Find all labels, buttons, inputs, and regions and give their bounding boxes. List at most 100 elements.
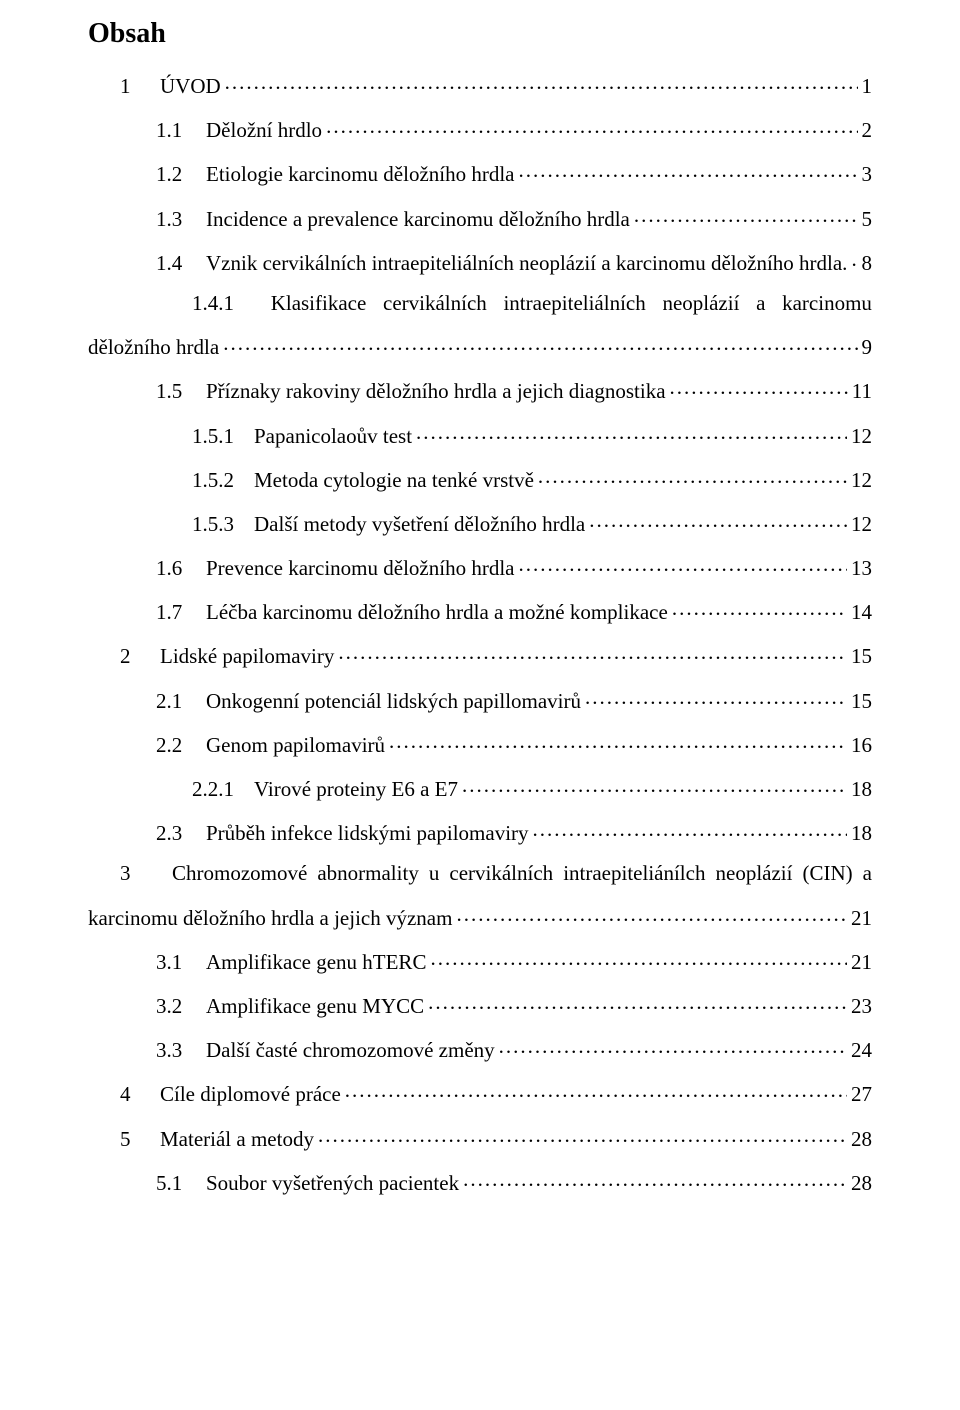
- toc-leader-dots: [456, 904, 847, 925]
- toc-label: Příznaky rakoviny děložního hrdla a jeji…: [206, 381, 666, 402]
- toc-number: 1.5.3: [192, 514, 254, 535]
- toc-label: Vznik cervikálních intraepiteliálních ne…: [206, 253, 847, 274]
- toc-leader-dots: [851, 249, 857, 270]
- toc-label: Metoda cytologie na tenké vrstvě: [254, 470, 534, 491]
- toc-page-number: 18: [851, 823, 872, 844]
- toc-page-number: 13: [851, 558, 872, 579]
- toc-number: 2.1: [156, 691, 206, 712]
- toc-entry: 2.3Průběh infekce lidskými papilomaviry 1…: [88, 819, 872, 844]
- toc-entry: 1.4Vznik cervikálních intraepiteliálních…: [88, 249, 872, 274]
- toc-number: 2.3: [156, 823, 206, 844]
- toc-number: 5: [120, 1129, 160, 1150]
- toc-number: 2: [120, 646, 160, 667]
- toc-title: Obsah: [88, 20, 872, 48]
- toc-label: Amplifikace genu hTERC: [206, 952, 426, 973]
- toc-number: 1.4: [156, 253, 206, 274]
- toc-entry: 3Chromozomové abnormality u cervikálních…: [88, 863, 872, 928]
- toc-page-number: 24: [851, 1040, 872, 1061]
- toc-label: karcinomu děložního hrdla a jejich význa…: [88, 908, 452, 929]
- toc-leader-dots: [416, 422, 847, 443]
- toc-entry: 1.6Prevence karcinomu děložního hrdla 13: [88, 554, 872, 579]
- toc-leader-dots: [499, 1036, 847, 1057]
- toc-page-number: 18: [851, 779, 872, 800]
- toc-entry: 2.2.1Virové proteiny E6 a E718: [88, 775, 872, 800]
- toc-label: Cíle diplomové práce: [160, 1084, 341, 1105]
- toc-leader-dots: [428, 992, 847, 1013]
- toc-label: Onkogenní potenciál lidských papillomavi…: [206, 691, 581, 712]
- toc-label: Soubor vyšetřených pacientek: [206, 1173, 459, 1194]
- toc-number: 1.6: [156, 558, 206, 579]
- toc-number: 1.7: [156, 602, 206, 623]
- toc-page-number: 15: [851, 646, 872, 667]
- toc-number: 1.5.2: [192, 470, 254, 491]
- toc-entry: 1.3Incidence a prevalence karcinomu dělo…: [88, 205, 872, 230]
- toc-page-number: 5: [862, 209, 873, 230]
- toc-label: Léčba karcinomu děložního hrdla a možné …: [206, 602, 668, 623]
- toc-container: 1ÚVOD11.1Děložní hrdlo21.2Etiologie karc…: [88, 72, 872, 1194]
- toc-entry: 3.2Amplifikace genu MYCC23: [88, 992, 872, 1017]
- toc-leader-dots: [345, 1080, 847, 1101]
- toc-label: Etiologie karcinomu děložního hrdla: [206, 164, 515, 185]
- toc-leader-dots: [318, 1125, 847, 1146]
- toc-label: ÚVOD: [160, 76, 221, 97]
- toc-number: 5.1: [156, 1173, 206, 1194]
- toc-number: 3.1: [156, 952, 206, 973]
- toc-number: 3: [120, 863, 172, 884]
- toc-label: Děložní hrdlo: [206, 120, 322, 141]
- toc-page-number: 12: [851, 470, 872, 491]
- toc-entry: 1.5.1Papanicolaoův test12: [88, 422, 872, 447]
- toc-entry: 4Cíle diplomové práce27: [88, 1080, 872, 1105]
- toc-label-word: karcinomu: [782, 293, 872, 314]
- toc-leader-dots: [462, 775, 847, 796]
- toc-number: 1.2: [156, 164, 206, 185]
- toc-leader-dots: [225, 72, 858, 93]
- toc-leader-dots: [672, 598, 847, 619]
- toc-leader-dots: [634, 205, 858, 226]
- toc-leader-dots: [389, 731, 847, 752]
- toc-label: Papanicolaoův test: [254, 426, 412, 447]
- toc-label-word: cervikálních: [383, 293, 487, 314]
- toc-label: Prevence karcinomu děložního hrdla: [206, 558, 514, 579]
- toc-label: děložního hrdla: [88, 337, 219, 358]
- toc-leader-dots: [585, 687, 847, 708]
- toc-entry: 1.5.3Další metody vyšetření děložního hr…: [88, 510, 872, 535]
- toc-page-number: 28: [851, 1173, 872, 1194]
- toc-number: 1.1: [156, 120, 206, 141]
- toc-leader-dots: [463, 1169, 847, 1190]
- toc-page-number: 3: [862, 164, 873, 185]
- toc-page-number: 12: [851, 426, 872, 447]
- toc-page-number: 23: [851, 996, 872, 1017]
- toc-label: Další metody vyšetření děložního hrdla: [254, 514, 585, 535]
- toc-page-number: 28: [851, 1129, 872, 1150]
- toc-entry-line2: děložního hrdla 9: [88, 333, 872, 358]
- toc-leader-dots: [589, 510, 847, 531]
- toc-label: Materiál a metody: [160, 1129, 314, 1150]
- toc-leader-dots: [223, 333, 857, 354]
- toc-entry: 3.3Další časté chromozomové změny24: [88, 1036, 872, 1061]
- toc-leader-dots: [538, 466, 847, 487]
- toc-number: 1.4.1: [192, 293, 254, 314]
- toc-entry: 1ÚVOD1: [88, 72, 872, 97]
- toc-label: Lidské papilomaviry: [160, 646, 334, 667]
- toc-label-word: intraepiteliálních: [503, 293, 645, 314]
- toc-label-word: neoplázií: [662, 293, 739, 314]
- toc-page-number: 21: [851, 908, 872, 929]
- toc-page-number: 11: [852, 381, 872, 402]
- toc-entry: 1.1Děložní hrdlo2: [88, 116, 872, 141]
- toc-leader-dots: [519, 160, 858, 181]
- toc-label: Incidence a prevalence karcinomu děložní…: [206, 209, 630, 230]
- toc-leader-dots: [670, 377, 848, 398]
- toc-entry-line2: karcinomu děložního hrdla a jejich význa…: [88, 904, 872, 929]
- toc-label: Chromozomové abnormality u cervikálních …: [172, 863, 872, 884]
- toc-number: 2.2: [156, 735, 206, 756]
- toc-entry: 5.1Soubor vyšetřených pacientek 28: [88, 1169, 872, 1194]
- toc-leader-dots: [533, 819, 847, 840]
- toc-entry: 2.1Onkogenní potenciál lidských papillom…: [88, 687, 872, 712]
- toc-label: Průběh infekce lidskými papilomaviry: [206, 823, 529, 844]
- toc-page-number: 9: [862, 337, 873, 358]
- toc-label: Virové proteiny E6 a E7: [254, 779, 458, 800]
- toc-leader-dots: [430, 948, 847, 969]
- toc-leader-dots: [326, 116, 857, 137]
- toc-label: Genom papilomavirů: [206, 735, 385, 756]
- toc-number: 1.3: [156, 209, 206, 230]
